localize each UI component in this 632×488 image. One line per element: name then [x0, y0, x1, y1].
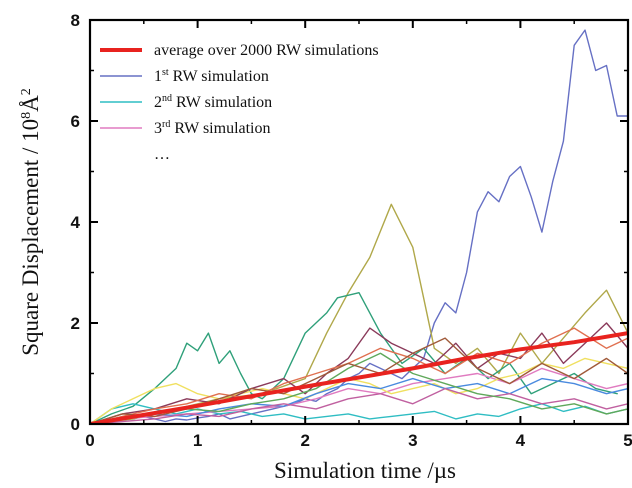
ticks-layer: 0 1 2 3 4 5 0 2 4 6 8	[71, 11, 632, 450]
legend-label-text: 3	[154, 120, 162, 137]
y-tick-label: 6	[71, 112, 80, 131]
legend-label: 2nd RW simulation	[154, 93, 272, 111]
series-line-11	[90, 352, 628, 424]
legend: average over 2000 RW simulations 1st RW s…	[100, 42, 379, 163]
legend-label-rest: RW simulation	[169, 68, 269, 85]
series-line-3	[90, 292, 618, 424]
series-average-line	[90, 331, 628, 424]
x-tick-label: 3	[408, 431, 417, 450]
series-line-6	[90, 357, 628, 424]
y-tick-label: 0	[71, 415, 80, 434]
legend-label: average over 2000 RW simulations	[154, 42, 379, 59]
legend-label-sup: nd	[162, 93, 172, 104]
y-tick-label: 4	[71, 213, 81, 232]
y-axis-label-unit: Å	[18, 95, 43, 112]
legend-label-text: …	[154, 146, 170, 163]
series-layer	[90, 29, 628, 424]
series-line-8	[90, 327, 628, 424]
series-line-1	[90, 29, 628, 424]
y-axis-label-main: Square Displacement / 10	[18, 119, 43, 356]
legend-label: 3rd RW simulation	[154, 119, 271, 137]
legend-label-rest: RW simulation	[170, 120, 270, 137]
x-tick-label: 5	[623, 431, 632, 450]
legend-label-sup: rd	[162, 119, 170, 130]
series-line-2	[90, 203, 628, 424]
y-axis-label-exponent: 8	[19, 112, 34, 119]
series-line-9	[90, 377, 628, 424]
y-tick-label: 8	[71, 11, 80, 30]
series-line-10	[90, 387, 628, 424]
legend-label-rest: RW simulation	[172, 94, 272, 111]
x-tick-label: 0	[85, 431, 94, 450]
legend-label: 1st RW simulation	[154, 67, 269, 85]
x-tick-label: 2	[300, 431, 309, 450]
y-tick-label: 2	[71, 314, 80, 333]
legend-label-text: 2	[154, 94, 162, 111]
legend-label-sup: st	[162, 67, 169, 78]
legend-label: …	[154, 146, 170, 163]
legend-label-text: average over 2000 RW simulations	[154, 42, 379, 59]
y-axis-label: Square Displacement / 108Å2	[18, 88, 43, 356]
x-axis-label: Simulation time /µs	[274, 458, 456, 483]
x-tick-label: 4	[516, 431, 526, 450]
legend-label-text: 1	[154, 68, 162, 85]
x-tick-label: 1	[193, 431, 202, 450]
y-axis-label-unit-exponent: 2	[19, 88, 34, 95]
series-line-4	[90, 403, 628, 424]
